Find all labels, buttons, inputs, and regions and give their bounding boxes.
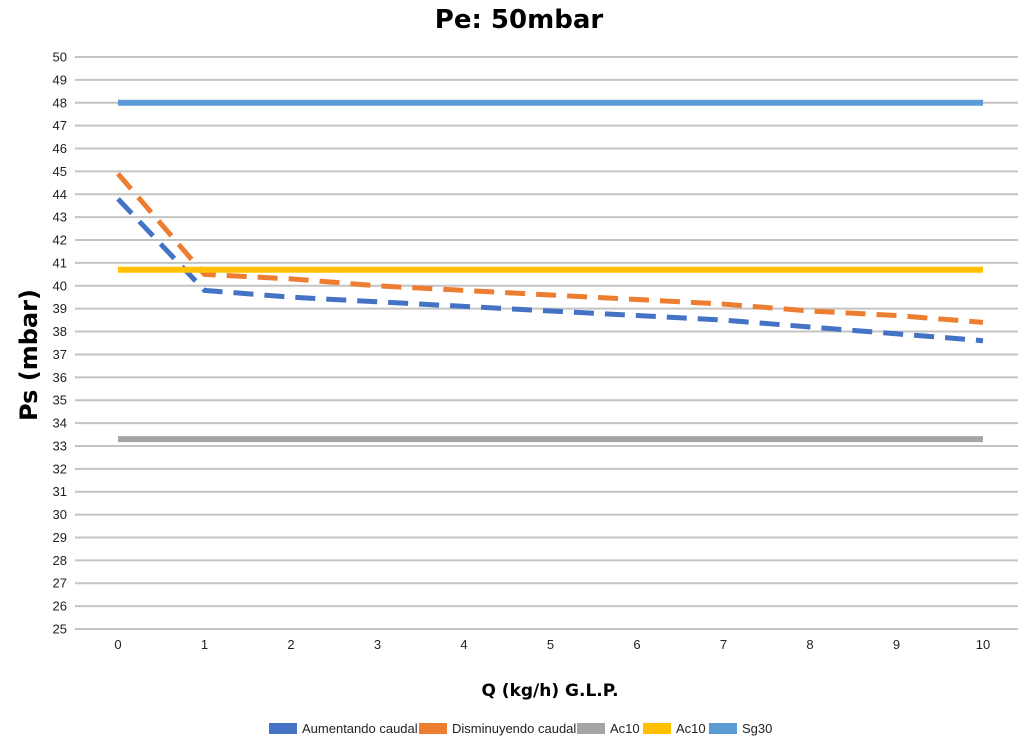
legend-swatch [709, 723, 737, 734]
y-tick-label: 43 [53, 210, 67, 225]
y-tick-label: 34 [53, 416, 67, 431]
x-tick-label: 6 [633, 637, 640, 652]
legend: Aumentando caudal Disminuyendo caudal Ac10… [269, 721, 772, 736]
y-tick-label: 40 [53, 278, 67, 293]
x-tick-label: 9 [893, 637, 900, 652]
y-tick-label: 39 [53, 301, 67, 316]
y-tick-label: 25 [53, 622, 67, 637]
legend-label: Ac10 [676, 721, 706, 736]
y-tick-label: 28 [53, 553, 67, 568]
y-tick-label: 38 [53, 324, 67, 339]
y-tick-label: 26 [53, 599, 67, 614]
y-tick-label: 31 [53, 484, 67, 499]
y-axis-ticks: 25 26 27 28 29 30 31 32 33 34 35 36 37 38 39 40 41 42 43 44… [53, 50, 67, 637]
y-tick-label: 47 [53, 118, 67, 133]
x-tick-label: 4 [460, 637, 467, 652]
y-tick-label: 29 [53, 530, 67, 545]
legend-swatch [577, 723, 605, 734]
y-tick-label: 30 [53, 507, 67, 522]
y-tick-label: 41 [53, 255, 67, 270]
y-tick-label: 45 [53, 164, 67, 179]
y-tick-label: 46 [53, 141, 67, 156]
x-axis-title: Q (kg/h) G.L.P. [481, 681, 618, 701]
y-tick-label: 33 [53, 438, 67, 453]
x-tick-label: 8 [806, 637, 813, 652]
y-tick-label: 35 [53, 393, 67, 408]
y-tick-label: 36 [53, 370, 67, 385]
y-tick-label: 32 [53, 461, 67, 476]
y-tick-label: 37 [53, 347, 67, 362]
x-tick-label: 0 [114, 637, 121, 652]
gridlines [75, 56, 1018, 630]
y-tick-label: 49 [53, 72, 67, 87]
series-line-1 [116, 197, 984, 344]
x-tick-label: 3 [374, 637, 381, 652]
legend-label: Aumentando caudal [302, 721, 418, 736]
legend-swatch [269, 723, 297, 734]
y-axis-title: Ps (mbar) [15, 289, 43, 421]
y-tick-label: 44 [53, 187, 67, 202]
x-axis-ticks: 0 1 2 3 4 5 6 7 8 9 10 [114, 637, 990, 652]
chart-title: Pe: 50mbar [435, 5, 604, 35]
y-tick-label: 42 [53, 233, 67, 248]
legend-label: Ac10 [610, 721, 640, 736]
x-tick-label: 2 [287, 637, 294, 652]
x-tick-label: 10 [976, 637, 990, 652]
y-tick-label: 48 [53, 95, 67, 110]
y-tick-label: 27 [53, 576, 67, 591]
x-tick-label: 1 [201, 637, 208, 652]
legend-swatch [419, 723, 447, 734]
series-line-2 [116, 172, 984, 325]
legend-label: Sg30 [742, 721, 772, 736]
series-lines [116, 99, 984, 443]
y-tick-label: 50 [53, 50, 67, 65]
legend-label: Disminuyendo caudal [452, 721, 576, 736]
x-tick-label: 7 [720, 637, 727, 652]
legend-swatch [643, 723, 671, 734]
x-tick-label: 5 [547, 637, 554, 652]
